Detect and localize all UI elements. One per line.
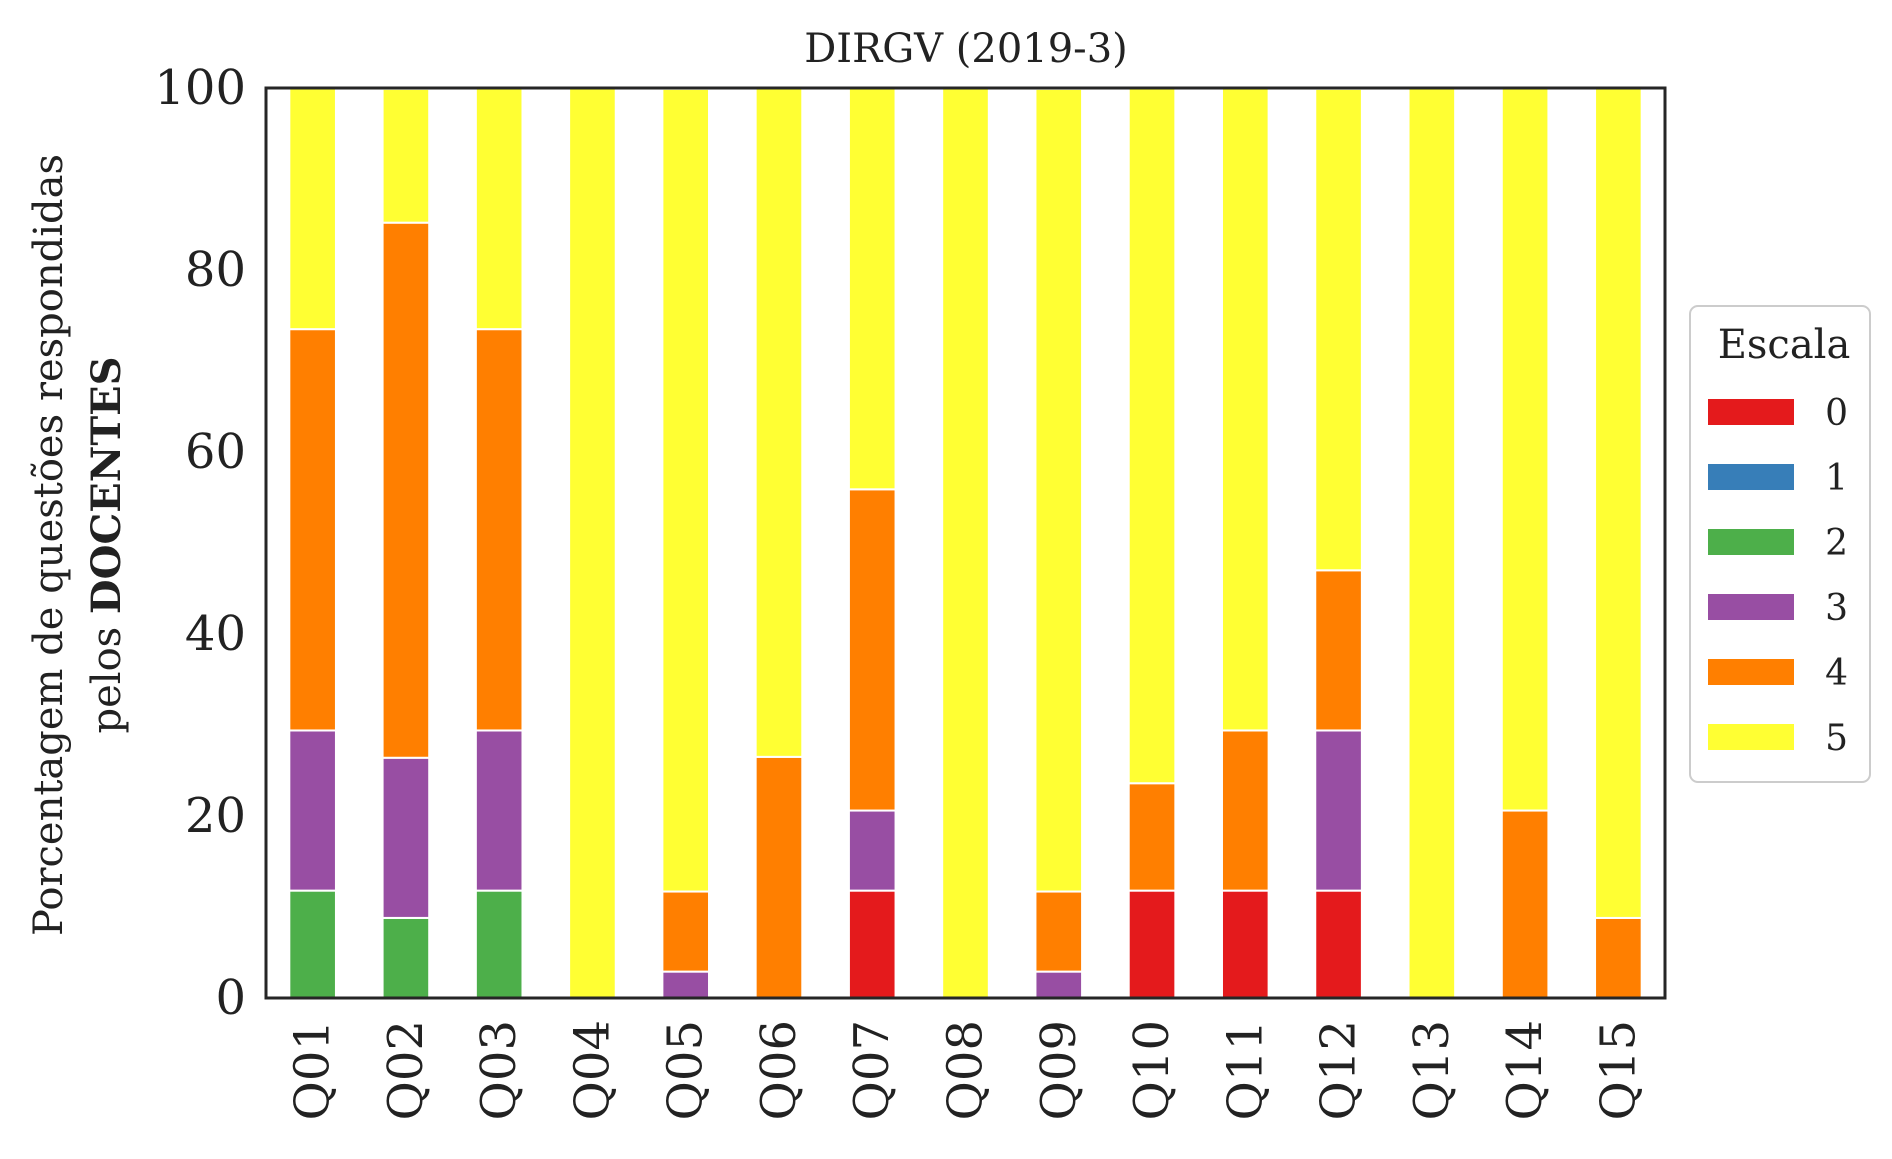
legend: Escala 0 1 2 3 4 5 [1690, 306, 1870, 782]
x-tick-label-q15: Q15 [1590, 1020, 1646, 1120]
x-tick-label-q14: Q14 [1497, 1020, 1553, 1120]
legend-title: Escala [1718, 322, 1851, 368]
bar-q02-scale-3 [383, 758, 430, 918]
bar-q11-scale-5 [1222, 88, 1269, 730]
bar-q09-scale-3 [1035, 972, 1082, 998]
bar-q08-scale-5 [942, 88, 989, 998]
x-tick-label-q13: Q13 [1404, 1020, 1460, 1120]
x-tick-label-q01: Q01 [285, 1020, 341, 1120]
chart-title: DIRGV (2019-3) [804, 26, 1128, 72]
bar-q05-scale-4 [662, 892, 709, 972]
bar-q07-scale-5 [849, 88, 896, 489]
bar-q11-scale-0 [1222, 891, 1269, 998]
bar-q04-scale-5 [569, 88, 616, 998]
y-axis-label-prefix: pelos [84, 614, 130, 733]
y-axis-label-line1: Porcentagem de questões respondidas [26, 154, 72, 936]
bar-q15-scale-5 [1595, 88, 1642, 918]
legend-label-2: 2 [1825, 523, 1848, 564]
bar-q06-scale-5 [756, 88, 803, 757]
y-ticks-group: 0 20 40 60 80 100 [154, 60, 246, 1026]
y-tick-label: 40 [185, 606, 246, 662]
y-tick-label: 0 [215, 970, 246, 1026]
legend-swatch-3 [1708, 594, 1794, 620]
y-axis-label-line2: pelos DOCENTES [83, 357, 130, 734]
bars-group [289, 87, 1641, 998]
legend-label-1: 1 [1825, 458, 1848, 499]
x-tick-label-q07: Q07 [844, 1020, 900, 1120]
bar-q09-scale-5 [1035, 89, 1082, 892]
bar-q14-scale-5 [1502, 88, 1549, 811]
legend-label-4: 4 [1825, 653, 1848, 694]
bar-q02-scale-4 [383, 223, 430, 758]
x-tick-label-q10: Q10 [1124, 1020, 1180, 1120]
bar-q15-scale-4 [1595, 918, 1642, 998]
legend-swatch-4 [1708, 659, 1794, 685]
bar-q03-scale-5 [476, 88, 523, 329]
bar-q12-scale-4 [1315, 570, 1362, 730]
legend-label-5: 5 [1825, 718, 1848, 759]
y-axis-label: Porcentagem de questões respondidas pelo… [26, 154, 130, 936]
x-tick-label-q06: Q06 [751, 1020, 807, 1120]
bar-q07-scale-0 [849, 891, 896, 998]
bar-q07-scale-4 [849, 489, 896, 810]
x-tick-label-q11: Q11 [1217, 1020, 1273, 1120]
legend-swatch-5 [1708, 724, 1794, 750]
y-tick-label: 20 [185, 788, 246, 844]
x-tick-label-q04: Q04 [564, 1020, 620, 1120]
bar-q05-scale-3 [662, 972, 709, 998]
x-ticks-group: Q01 Q02 Q03 Q04 Q05 Q06 Q07 Q08 Q09 Q10 Q11 Q12 Q13 Q… [285, 1020, 1647, 1120]
bar-q01-scale-5 [289, 88, 336, 329]
legend-label-0: 0 [1825, 393, 1848, 434]
y-tick-label: 60 [185, 424, 246, 480]
bar-q12-scale-5 [1315, 89, 1362, 570]
x-tick-label-q02: Q02 [378, 1020, 434, 1120]
bar-q06-scale-4 [756, 757, 803, 998]
bar-q14-scale-4 [1502, 811, 1549, 998]
bar-q09-scale-4 [1035, 892, 1082, 972]
x-tick-label-q08: Q08 [938, 1020, 994, 1120]
bar-q01-scale-2 [289, 891, 336, 998]
bar-q03-scale-2 [476, 891, 523, 998]
x-tick-label-q12: Q12 [1311, 1020, 1367, 1120]
bar-q13-scale-5 [1409, 88, 1456, 998]
y-tick-label: 80 [185, 242, 246, 298]
x-tick-label-q05: Q05 [658, 1020, 714, 1120]
legend-swatch-1 [1708, 464, 1794, 490]
bar-q10-scale-0 [1129, 891, 1176, 998]
bar-q01-scale-4 [289, 329, 336, 730]
legend-swatch-0 [1708, 399, 1794, 425]
legend-swatch-2 [1708, 529, 1794, 555]
bar-q10-scale-5 [1129, 87, 1176, 783]
bar-q05-scale-5 [662, 89, 709, 892]
bar-q10-scale-4 [1129, 783, 1176, 890]
bar-q02-scale-2 [383, 918, 430, 998]
bar-q07-scale-3 [849, 811, 896, 891]
bar-q12-scale-3 [1315, 730, 1362, 890]
y-axis-label-bold: DOCENTES [83, 357, 130, 615]
bar-q03-scale-3 [476, 730, 523, 890]
bar-q02-scale-5 [383, 89, 430, 223]
x-tick-label-q09: Q09 [1031, 1020, 1087, 1120]
bar-q01-scale-3 [289, 730, 336, 890]
y-tick-label: 100 [154, 60, 246, 116]
bar-q11-scale-4 [1222, 730, 1269, 890]
bar-q12-scale-0 [1315, 891, 1362, 998]
x-tick-label-q03: Q03 [471, 1020, 527, 1120]
legend-label-3: 3 [1825, 588, 1848, 629]
bar-q03-scale-4 [476, 329, 523, 730]
